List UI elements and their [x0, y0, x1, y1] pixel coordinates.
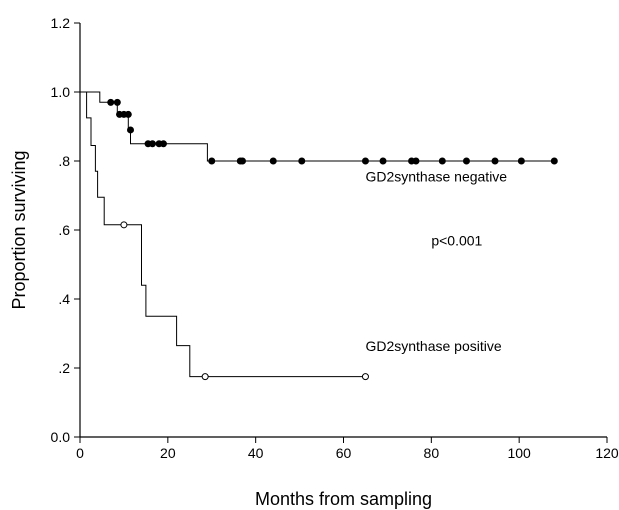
y-tick-label: 1.0	[51, 84, 71, 100]
x-tick-label: 120	[595, 445, 619, 461]
x-tick-label: 60	[336, 445, 352, 461]
series-line	[80, 91, 555, 162]
y-tick-label: 1.2	[51, 15, 71, 31]
censor-marker	[120, 221, 128, 229]
y-tick-label: .6	[58, 222, 70, 238]
censor-marker	[113, 98, 121, 106]
censor-marker	[379, 157, 387, 165]
axes	[79, 23, 607, 438]
censor-marker	[124, 110, 132, 118]
censor-marker	[269, 157, 277, 165]
x-axis-title: Months from sampling	[255, 489, 432, 509]
censor-marker	[201, 373, 209, 381]
x-tick-label: 40	[248, 445, 264, 461]
censor-marker	[159, 140, 167, 148]
series-layer	[80, 91, 558, 381]
x-tick-label: 80	[424, 445, 440, 461]
censor-marker	[412, 157, 420, 165]
x-tick-label: 100	[507, 445, 531, 461]
y-axis-title: Proportion surviving	[9, 150, 29, 309]
censor-marker	[107, 98, 115, 106]
series-negative	[80, 91, 558, 165]
y-tick-label: .8	[58, 153, 70, 169]
censor-marker	[208, 157, 216, 165]
annotation-label: GD2synthase positive	[365, 338, 501, 354]
series-positive	[80, 91, 369, 381]
censor-marker	[238, 157, 246, 165]
censor-marker	[550, 157, 558, 165]
y-tick-label: 0.0	[51, 429, 71, 445]
y-tick-label: .4	[58, 291, 70, 307]
censor-marker	[361, 373, 369, 381]
x-tick-label: 20	[160, 445, 176, 461]
annotation-label: p<0.001	[431, 233, 482, 249]
censor-marker	[462, 157, 470, 165]
x-tick-label: 0	[76, 445, 84, 461]
censor-marker	[127, 126, 135, 134]
annotations: GD2synthase negative p<0.001 GD2synthase p…	[365, 169, 507, 354]
censor-marker	[148, 140, 156, 148]
annotation-label: GD2synthase negative	[365, 169, 507, 185]
censor-marker	[517, 157, 525, 165]
censor-marker	[298, 157, 306, 165]
series-line	[80, 91, 366, 378]
ticks: 0.0 .2 .4 .6 .8 1.0 1.2 0 20 40 60 80 100 120	[51, 15, 619, 461]
censor-marker	[438, 157, 446, 165]
y-tick-label: .2	[58, 360, 70, 376]
censor-marker	[361, 157, 369, 165]
censor-marker	[491, 157, 499, 165]
